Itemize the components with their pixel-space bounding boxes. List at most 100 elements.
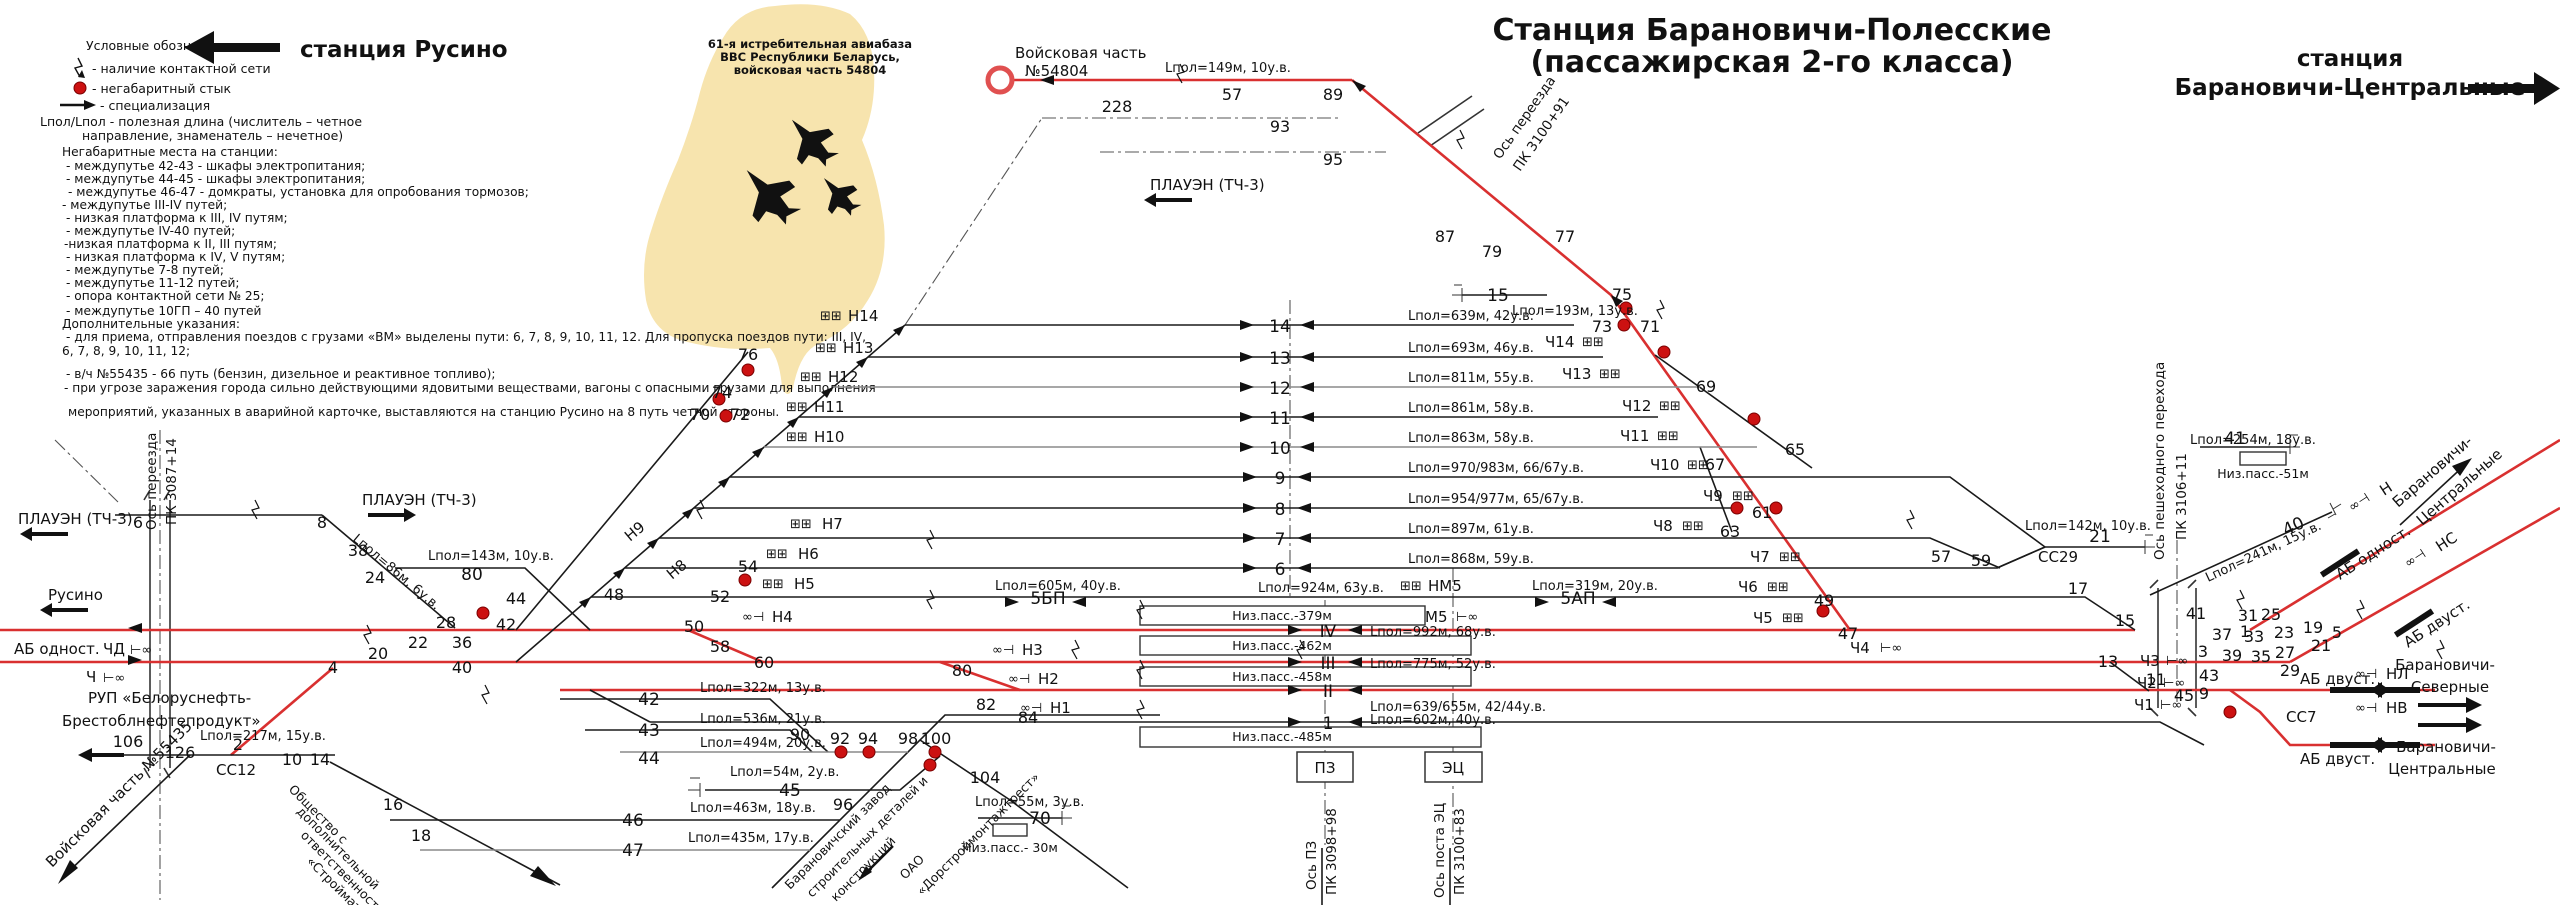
track-number: 12 <box>1269 379 1291 399</box>
track-number: 13 <box>1269 349 1291 369</box>
oversize-joints <box>476 301 2237 772</box>
signal-icon: ∞⊣ <box>992 643 1014 658</box>
lpol-label: Lпол=897м, 61у.в. <box>1408 522 1534 537</box>
lpol-label: Lпол=86м, 6у.в. <box>349 532 442 614</box>
stub-bracket <box>2144 534 2155 554</box>
track-number: 15 <box>1487 286 1509 306</box>
lpol-label: Lпол=811м, 55у.в. <box>1408 371 1534 386</box>
platform-label: Низ.пасс.-485м <box>1232 729 1332 744</box>
lpol-label: Lпол=322м, 13у.в. <box>700 681 826 696</box>
switch-label: 36 <box>452 633 472 652</box>
signal-ch10: Ч10 <box>1650 456 1679 474</box>
lpol-label: Lпол=217м, 15у.в. <box>200 729 326 744</box>
specialization-arrow <box>1297 503 1311 513</box>
track-number: IV <box>1320 622 1337 642</box>
stub-bracket <box>1061 805 1072 825</box>
lpol-label: Lпол=54м, 2у.в. <box>730 765 839 780</box>
station-notes: Негабаритные места на станции: - междупу… <box>62 145 876 419</box>
switch-label: 35 <box>2251 647 2271 666</box>
signal-ns: НС <box>2432 528 2460 555</box>
note-line: 6, 7, 8, 9, 10, 11, 12; <box>62 344 190 358</box>
lpol-label: Lпол=435м, 17у.в. <box>688 831 814 846</box>
track-number: 42 <box>638 690 660 710</box>
note-line: - междупутье 42-43 - шкафы электропитани… <box>66 159 365 173</box>
signal-icon: ⊞⊞ <box>1682 519 1704 534</box>
switch-label: 3 <box>2198 642 2208 661</box>
signal-icon: ∞⊣ <box>2346 491 2373 516</box>
rusino-label: Русино <box>48 586 103 604</box>
specialization-arrow <box>1300 382 1314 392</box>
switch-label: 61 <box>1752 503 1772 522</box>
specialization-arrow <box>1243 533 1257 543</box>
signal-nm5: НМ5 <box>1428 577 1462 595</box>
switch-label: 2 <box>233 735 243 754</box>
lpol-label: Lпол=992м, 68у.в. <box>1370 625 1496 640</box>
signal-ch1: Ч1 <box>2134 696 2154 714</box>
axis-label: Ось ПЗ <box>1304 841 1320 890</box>
platform-label: Низ.пасс.-462м <box>1232 638 1332 653</box>
catenary-marks <box>251 63 2445 720</box>
lpol-label: Lпол=639м, 42у.в. <box>1408 309 1534 324</box>
switch-label: 87 <box>1435 227 1455 246</box>
specialization-arrow <box>1297 472 1311 482</box>
switch-label: 73 <box>1592 317 1612 336</box>
signal-icon: ⊞⊞ <box>1782 611 1804 626</box>
track-number: 11 <box>1269 409 1291 429</box>
airbase-area: 61-я истребительная авиабаза ВВС Республ… <box>644 4 912 394</box>
switch-label: 45 <box>2174 686 2194 705</box>
track-number: 80 <box>461 565 483 585</box>
signal-icon: ⊞⊞ <box>786 400 808 415</box>
bcen-label: Центральные <box>2388 760 2495 778</box>
left-arrow-icon <box>184 31 214 64</box>
track-number: II <box>1323 682 1333 702</box>
specialization-arrow <box>1240 442 1254 452</box>
switch-label: 24 <box>365 568 385 587</box>
signal-ch6: Ч6 <box>1738 578 1758 596</box>
signal-icon: ⊞⊞ <box>820 309 842 324</box>
dwarf-signal-icon: ⊢∞ <box>103 671 125 686</box>
signal-n1: Н1 <box>1050 699 1071 717</box>
specialization-arrow <box>1297 533 1311 543</box>
switch-label: 126 <box>165 743 196 762</box>
note-line: - в/ч №55435 - 66 путь (бензин, дизельно… <box>66 367 496 381</box>
switch-label: 59 <box>1971 551 1991 570</box>
signal-icon: ⊢∞ <box>2166 654 2188 669</box>
switch-label: 11 <box>2146 670 2166 689</box>
specialization-arrow <box>1348 657 1362 667</box>
note-line: мероприятий, указанных в аварийной карто… <box>68 405 779 419</box>
switch-label: 92 <box>830 729 850 748</box>
ab-dvust-label: АБ двуст. <box>2300 670 2375 688</box>
signal-icon: ∞⊣ <box>1020 701 1042 716</box>
specialization-arrow <box>1300 412 1314 422</box>
switch-label: 90 <box>790 725 810 744</box>
lpol-label: Lпол=605м, 40у.в. <box>995 579 1121 594</box>
signal-icon: ⊞⊞ <box>1687 458 1709 473</box>
specialization-arrow <box>1300 320 1314 330</box>
track-number: 57 <box>1222 85 1242 104</box>
military-unit-label: №54804 <box>1025 62 1088 80</box>
up-right-arrow-icon <box>2452 458 2472 476</box>
signal-n12: Н12 <box>828 368 858 386</box>
signal-icon: ⊞⊞ <box>790 517 812 532</box>
building-ec: ЭЦ <box>1442 759 1464 777</box>
track-number: 45 <box>779 781 801 801</box>
signal-icon: ⊞⊞ <box>1767 580 1789 595</box>
switch-label: 95 <box>1323 150 1343 169</box>
switch-label: 49 <box>1814 591 1834 610</box>
legend-item: - негабаритный стык <box>92 81 231 96</box>
signal-ch12: Ч12 <box>1622 397 1651 415</box>
platform-label: Низ.пасс.-458м <box>1232 669 1332 684</box>
track-number: 44 <box>638 749 660 769</box>
signal-n13: Н13 <box>843 339 873 357</box>
specialization-arrow <box>1602 597 1616 607</box>
switch-label: 43 <box>2199 666 2219 685</box>
switch-label: 106 <box>113 732 144 751</box>
rup-label: РУП «Белоруснефть- <box>88 689 251 707</box>
switch-label: 27 <box>2275 643 2295 662</box>
track-number: 70 <box>1029 809 1051 829</box>
switch-label: 23 <box>2274 623 2294 642</box>
signal-ch7: Ч7 <box>1750 548 1770 566</box>
specialization-arrow <box>1243 503 1257 513</box>
page-title: (пассажирская 2-го класса) <box>1530 45 2013 80</box>
switch-label: 38 <box>348 541 368 560</box>
